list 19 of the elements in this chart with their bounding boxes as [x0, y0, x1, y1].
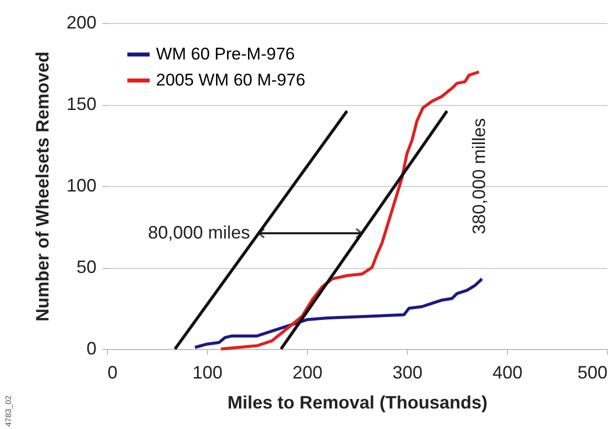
- annotation: 80,000 miles: [148, 222, 250, 242]
- x-tick-label: 200: [292, 362, 323, 382]
- y-tick-label: 150: [66, 94, 96, 114]
- y-axis-title: Number of Wheelsets Removed: [32, 51, 52, 322]
- line-series: [194, 277, 484, 349]
- y-tick-label: 100: [66, 176, 96, 196]
- y-tick-label: 200: [66, 12, 96, 32]
- x-tick-label: 500: [577, 362, 608, 382]
- x-axis-title: Miles to Removal (Thousands): [227, 392, 488, 412]
- annotation: 380,000 milles: [469, 118, 489, 234]
- x-tick-label: 300: [392, 362, 423, 382]
- y-tick-label: 50: [76, 257, 96, 277]
- legend-label: 2005 WM 60 M-976: [156, 70, 306, 90]
- y-tick-label: 0: [86, 338, 96, 358]
- text: 4783_02: [4, 394, 13, 427]
- x-tick-label: 400: [492, 362, 523, 382]
- x-tick-label: 100: [192, 362, 223, 382]
- x-tick-label: 0: [108, 362, 118, 382]
- legend-label: WM 60 Pre-M-976: [156, 44, 295, 64]
